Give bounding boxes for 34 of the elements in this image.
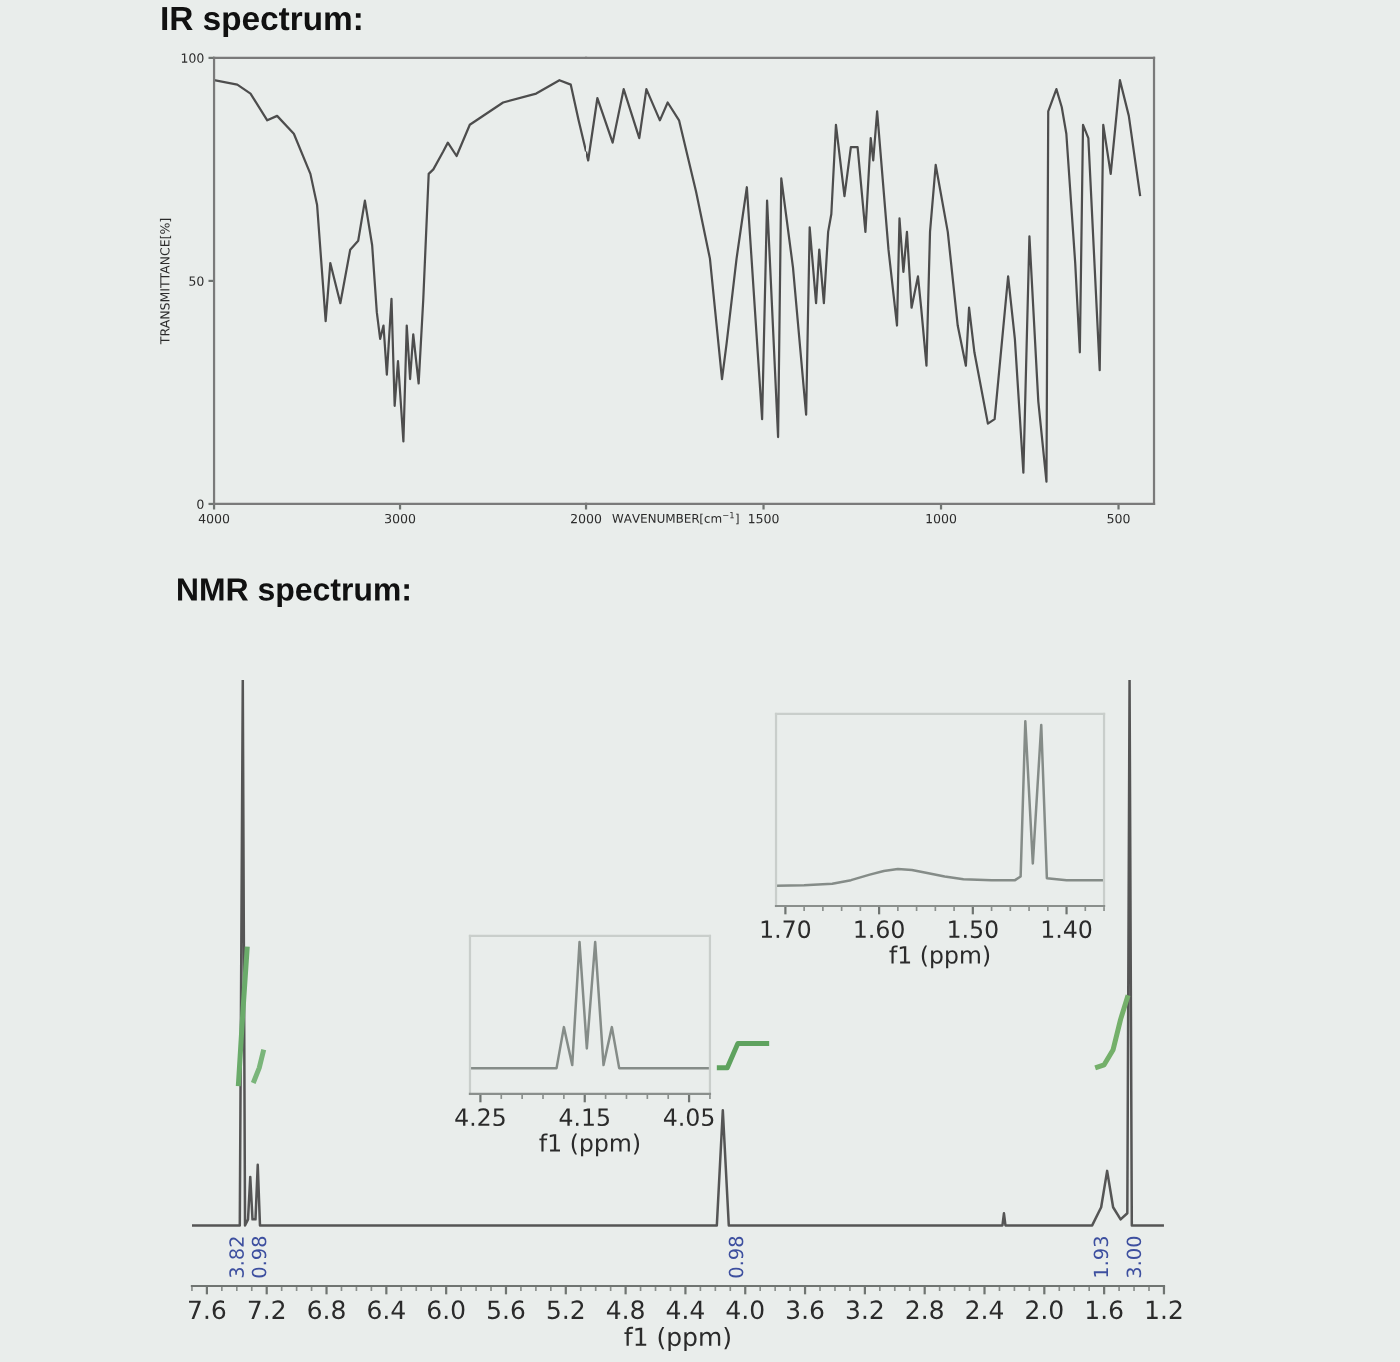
x-tick-label: 1.60 <box>855 920 904 939</box>
x-tick-label: 5.6 <box>488 1300 525 1320</box>
x-tick-label: 2.4 <box>966 1300 1003 1319</box>
annotation: 0.98 <box>251 1236 267 1278</box>
x-tick-label: 1.40 <box>1042 920 1092 939</box>
annotation: 3.82 <box>229 1237 244 1278</box>
x-axis-title: f1 (ppm) <box>889 945 990 969</box>
x-tick-label: 4.15 <box>559 1108 609 1127</box>
x-tick-label: 4.4 <box>666 1300 704 1319</box>
annotation: 1.93 <box>1093 1236 1109 1277</box>
x-tick-label: 3.2 <box>846 1300 883 1320</box>
x-axis-title: f1 (ppm) <box>624 1326 730 1352</box>
chart-title: IR spectrum: <box>162 7 361 37</box>
x-tick-label: 4.8 <box>606 1300 644 1320</box>
x-tick-label: 2.8 <box>906 1300 943 1320</box>
x-tick-label: 1.6 <box>1087 1300 1123 1320</box>
chart-title: NMR spectrum: <box>178 578 409 608</box>
x-tick-label: 7.6 <box>189 1300 226 1320</box>
annotation: 3.00 <box>1126 1236 1142 1278</box>
x-tick-label: 1.50 <box>949 920 998 939</box>
x-tick-label: 4.25 <box>455 1108 505 1127</box>
x-tick-label: 3.6 <box>787 1300 824 1320</box>
x-tick-label: 1.2 <box>1146 1300 1182 1319</box>
x-tick-label: 1.70 <box>761 920 811 939</box>
x-tick-label: 4.0 <box>726 1300 764 1320</box>
x-axis-title: f1 (ppm) <box>539 1133 640 1157</box>
x-tick-label: 7.2 <box>248 1300 285 1319</box>
x-tick-label: 6.4 <box>368 1300 405 1320</box>
x-tick-label: 4.05 <box>663 1108 714 1127</box>
x-tick-label: 6.0 <box>428 1300 465 1320</box>
x-tick-label: 6.8 <box>308 1300 345 1320</box>
annotation: 0.98 <box>728 1236 744 1278</box>
x-tick-label: 2.0 <box>1026 1300 1063 1320</box>
x-tick-label: 5.2 <box>547 1300 584 1320</box>
